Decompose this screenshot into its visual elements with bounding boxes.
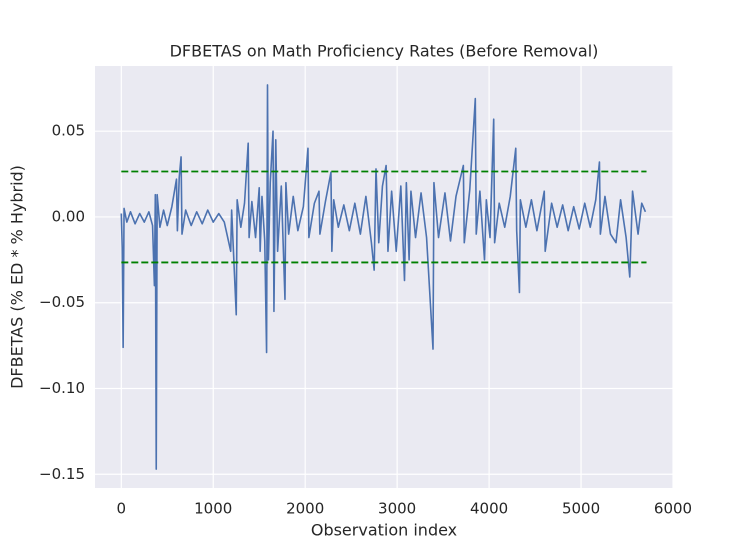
- x-tick-label: 2000: [286, 500, 324, 518]
- x-tick-label: 5000: [562, 500, 600, 518]
- x-tick-label: 6000: [654, 500, 692, 518]
- plot-area: [95, 66, 673, 488]
- x-tick-label: 4000: [470, 500, 508, 518]
- chart-title: DFBETAS on Math Proficiency Rates (Befor…: [170, 42, 599, 61]
- x-tick-label: 3000: [378, 500, 416, 518]
- y-axis-label: DFBETAS (% ED * % Hybrid): [8, 165, 27, 389]
- y-tick-label: 0.00: [52, 207, 85, 225]
- x-axis-label: Observation index: [311, 521, 457, 540]
- y-tick-label: 0.05: [52, 122, 85, 140]
- x-tick-label: 1000: [194, 500, 232, 518]
- y-tick-label: −0.15: [39, 465, 85, 483]
- y-tick-label: −0.10: [39, 379, 85, 397]
- x-tick-label: 0: [117, 500, 127, 518]
- y-tick-label: −0.05: [39, 293, 85, 311]
- data-line: [120, 84, 647, 470]
